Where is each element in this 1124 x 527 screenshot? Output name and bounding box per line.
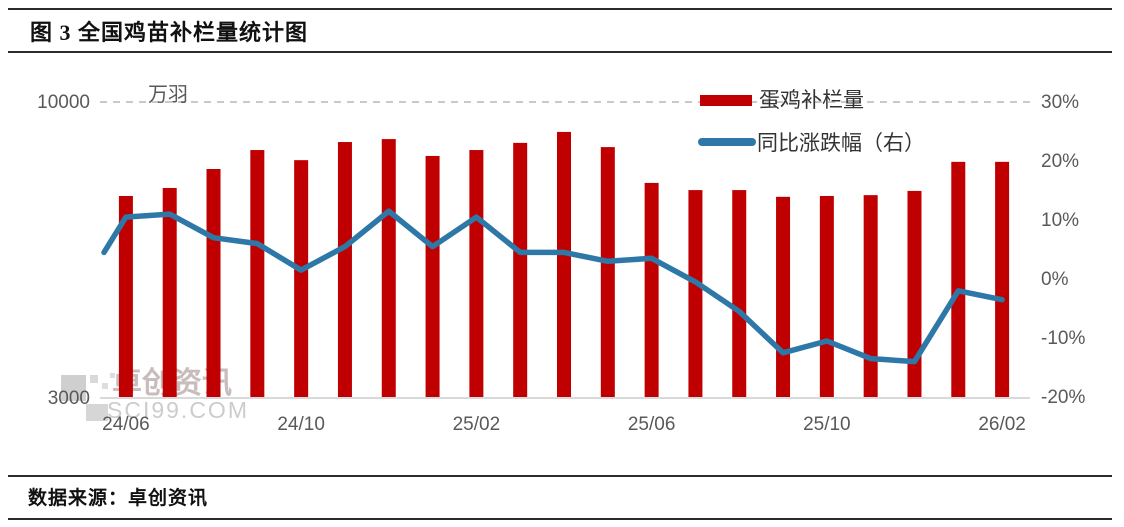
bar-25/10 — [819, 195, 834, 397]
legend-line-swatch — [698, 138, 756, 146]
legend-line-label: 同比涨跌幅（右） — [757, 132, 925, 155]
bar-24/09 — [250, 150, 265, 397]
bar-25/08 — [732, 190, 747, 397]
bar-25/01 — [425, 155, 440, 397]
bar-24/06 — [118, 195, 133, 397]
bar-25/04 — [557, 131, 571, 397]
right-axis-tick: -10% — [1041, 328, 1085, 349]
title-divider-line — [8, 51, 1112, 53]
bar-25/09 — [776, 196, 791, 397]
watermark-logo-dot — [102, 383, 108, 389]
right-axis-tick: 20% — [1041, 151, 1079, 172]
x-axis-tick: 26/02 — [978, 414, 1026, 435]
watermark-logo-dot — [90, 375, 98, 383]
bar-25/07 — [688, 190, 703, 397]
bar-24/08 — [206, 169, 221, 397]
legend-bar-swatch — [700, 95, 752, 106]
watermark-logo-block — [61, 375, 86, 401]
bar-25/06 — [644, 182, 659, 397]
bar-26/01 — [951, 161, 966, 397]
left-axis-unit-label: 万羽 — [148, 84, 188, 106]
bar-25/12 — [907, 190, 922, 397]
bar-24/07 — [162, 187, 177, 397]
footer-divider-line — [8, 475, 1112, 477]
bar-24/12 — [381, 139, 396, 397]
bar-26/02 — [995, 161, 1010, 397]
bar-24/11 — [337, 142, 352, 397]
x-axis-tick: 24/10 — [277, 414, 325, 435]
x-axis-tick: 25/02 — [453, 414, 501, 435]
x-axis-tick: 25/06 — [628, 414, 676, 435]
left-axis-tick: 3000 — [48, 388, 90, 409]
legend-bar-label: 蛋鸡补栏量 — [759, 89, 864, 112]
top-border-line — [8, 8, 1112, 10]
bar-25/02 — [469, 150, 484, 397]
watermark-domain: SCI99.COM — [107, 397, 249, 423]
bar-25/05 — [600, 147, 615, 397]
right-axis-tick: 10% — [1041, 210, 1079, 231]
yoy-trend-line — [101, 208, 1005, 365]
watermark-logo-dot — [110, 373, 115, 378]
watermark-logo-block — [86, 404, 108, 421]
x-axis-tick: 25/10 — [803, 414, 851, 435]
bar-25/11 — [863, 195, 878, 397]
bar-25/03 — [513, 142, 528, 397]
right-axis-tick: 0% — [1041, 269, 1069, 290]
right-axis-tick: -20% — [1041, 387, 1085, 408]
right-axis-tick: 30% — [1041, 92, 1079, 113]
combo-chart: 卓创资讯SCI99.COM万羽10000300030%20%10%0%-10%-… — [37, 84, 1085, 435]
figure-title: 图 3 全国鸡苗补栏量统计图 — [30, 20, 309, 45]
data-source: 数据来源：卓创资讯 — [28, 488, 209, 509]
left-axis-tick: 10000 — [37, 92, 90, 113]
x-axis-tick: 24/06 — [102, 414, 150, 435]
bar-24/10 — [294, 160, 309, 397]
bottom-border-line — [8, 518, 1112, 520]
